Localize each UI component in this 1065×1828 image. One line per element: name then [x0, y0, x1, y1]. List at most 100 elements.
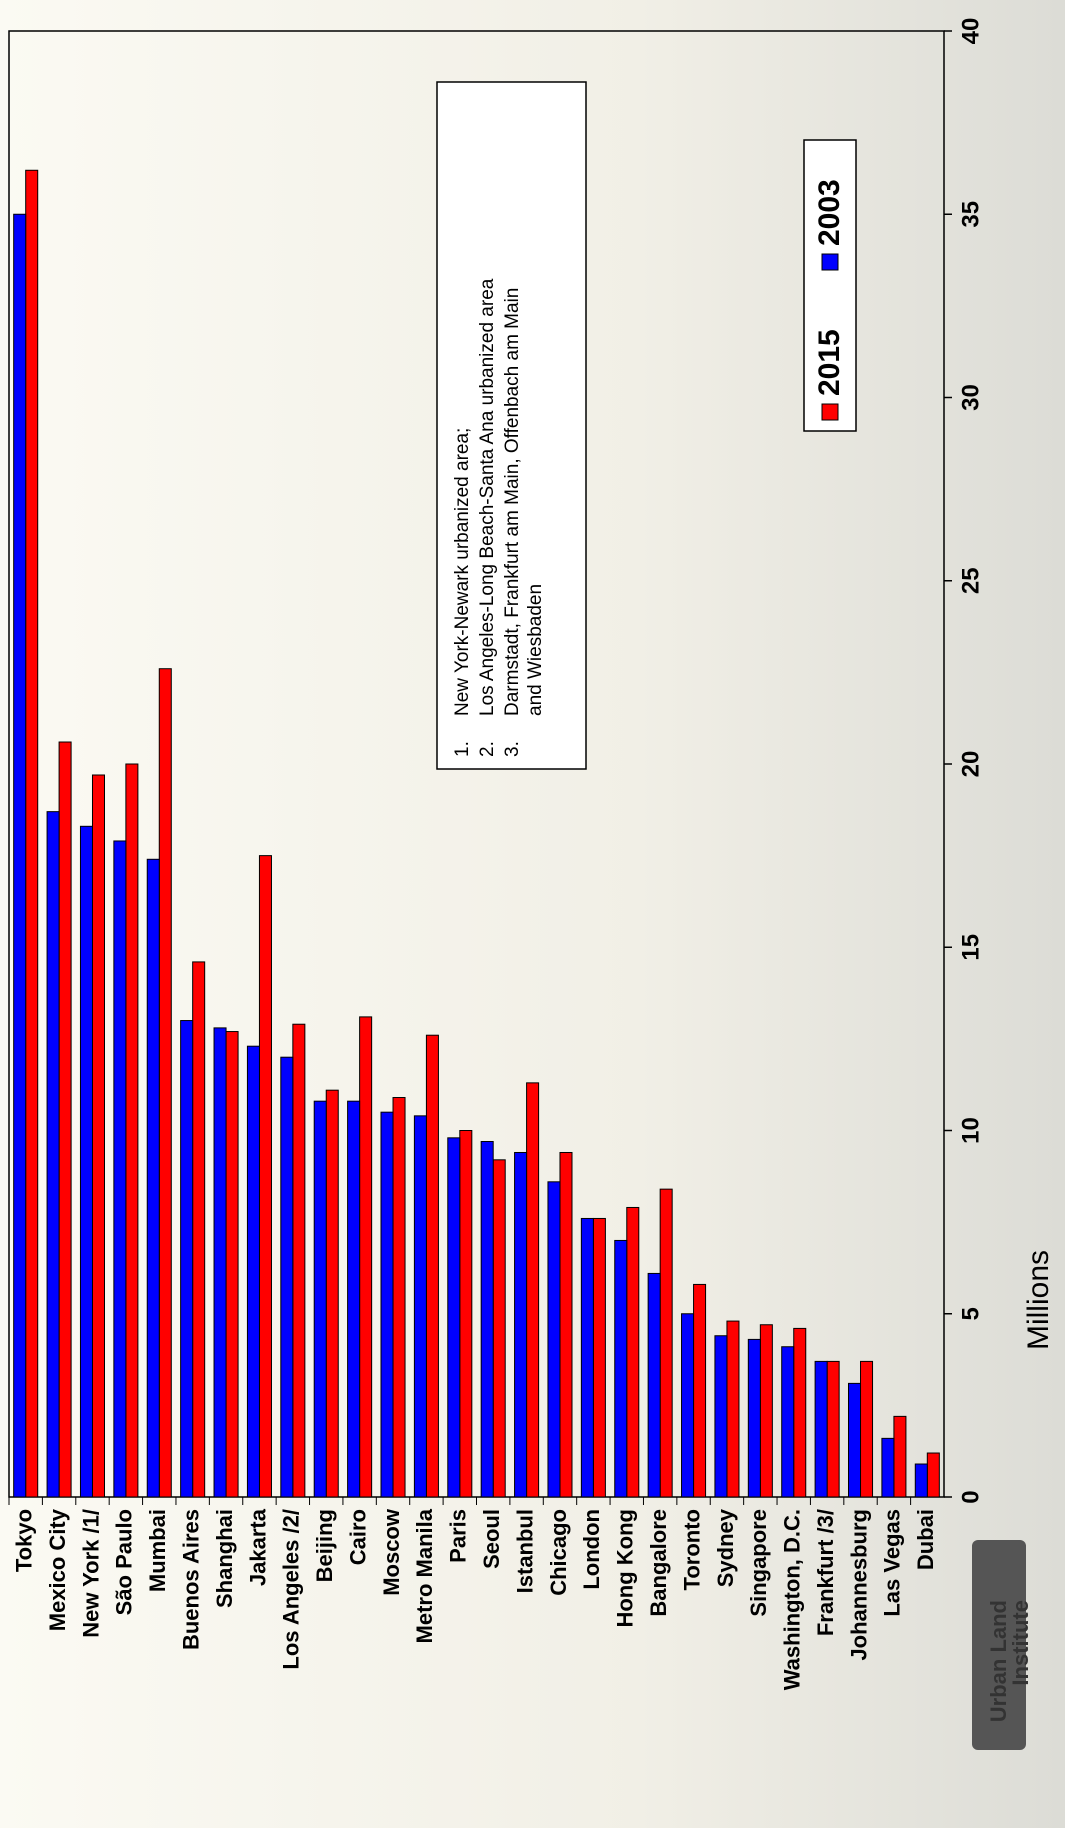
bar: [759, 1324, 773, 1498]
bar: [547, 1181, 561, 1498]
bar: [626, 1206, 640, 1498]
bar: [860, 1360, 874, 1498]
x-tick-label: Hong Kong: [613, 1509, 638, 1628]
x-tick-label: Seoul: [479, 1509, 504, 1569]
bar: [447, 1137, 461, 1498]
bar: [13, 213, 27, 1498]
y-tick-label: 15: [957, 934, 984, 961]
bar: [359, 1016, 373, 1498]
bar: [559, 1151, 573, 1498]
note-text: Los Angeles-Long Beach-Santa Ana urbaniz…: [477, 278, 498, 716]
bar: [914, 1463, 928, 1498]
x-tick-label: Sydney: [713, 1508, 738, 1587]
bar: [225, 1031, 239, 1498]
bar: [580, 1217, 594, 1498]
x-tick-label: São Paulo: [112, 1509, 137, 1615]
y-tick-label: 0: [957, 1490, 984, 1503]
y-tick-label: 40: [957, 18, 984, 45]
bar: [659, 1188, 673, 1498]
bar: [192, 961, 206, 1498]
notes: 1. New York-Newark urbanized area; 2. Los A…: [436, 81, 587, 770]
x-tick-label: Dubai: [913, 1509, 938, 1570]
x-tick-label: Las Vegas: [880, 1509, 905, 1617]
x-tick-label: Mexico City: [45, 1508, 70, 1631]
bar: [280, 1056, 294, 1498]
logo-text: Urban Land: [986, 1600, 1011, 1722]
bar: [647, 1272, 661, 1498]
y-tick-label: 10: [957, 1117, 984, 1144]
bar: [814, 1360, 828, 1498]
x-tick-label: Istanbul: [512, 1509, 537, 1593]
bar: [113, 840, 127, 1498]
x-tick-label: Johannesburg: [846, 1509, 871, 1661]
bar: [79, 825, 93, 1498]
y-tick-label: 5: [957, 1307, 984, 1320]
x-tick-label: Washington, D.C.: [780, 1509, 805, 1690]
note-number: 1.: [452, 741, 473, 757]
bar: [747, 1338, 761, 1498]
bar: [781, 1346, 795, 1498]
bar: [125, 763, 139, 1498]
bar: [726, 1320, 740, 1498]
y-tick-label: 35: [957, 201, 984, 228]
note-text: and Wiesbaden: [525, 584, 546, 716]
x-tick-label: Moscow: [379, 1508, 404, 1596]
bar: [380, 1111, 394, 1498]
x-tick-label: Toronto: [679, 1509, 704, 1590]
bar: [592, 1217, 606, 1498]
x-tick-label: Bangalore: [646, 1509, 671, 1617]
x-tick-label: London: [579, 1509, 604, 1590]
bar: [881, 1437, 895, 1498]
x-tick-label: New York /1/: [78, 1509, 103, 1638]
bar: [347, 1100, 361, 1498]
bar: [146, 858, 160, 1498]
y-tick-label: 30: [957, 384, 984, 411]
x-tick-label: Beijing: [312, 1509, 337, 1582]
x-tick-label: Los Angeles /2/: [279, 1509, 304, 1670]
notes-box: [436, 81, 587, 770]
bar: [459, 1130, 473, 1498]
bar: [681, 1313, 695, 1498]
bar: [492, 1159, 506, 1498]
bar: [514, 1151, 528, 1498]
legend-box: [803, 139, 857, 432]
bar: [246, 1045, 260, 1498]
bar: [413, 1115, 427, 1498]
bar: [793, 1327, 807, 1498]
logo: Urban Land Institute: [972, 1540, 1033, 1750]
bar: [313, 1100, 327, 1498]
x-tick-label: Metro Manila: [412, 1508, 437, 1643]
bar: [526, 1082, 540, 1498]
bar: [614, 1239, 628, 1498]
logo-icon: [972, 1540, 1026, 1750]
x-tick-label: Mumbai: [145, 1509, 170, 1592]
note-text: Darmstadt, Frankfurt am Main, Offenbach …: [502, 288, 523, 716]
legend-swatch: [821, 403, 839, 421]
axis-title: Millions: [1022, 1250, 1055, 1350]
x-tick-label: Singapore: [746, 1509, 771, 1617]
x-tick-label: Tokyo: [12, 1509, 37, 1572]
bar: [213, 1027, 227, 1498]
bar: [926, 1452, 940, 1498]
legend-label: 2015: [813, 329, 846, 396]
bar: [693, 1283, 707, 1498]
legend-label: 2003: [813, 179, 846, 246]
x-tick-label: Frankfurt /3/: [813, 1509, 838, 1636]
bar: [58, 741, 72, 1498]
x-tick-label: Jakarta: [245, 1508, 270, 1586]
bar: [180, 1020, 194, 1498]
bar: [91, 774, 106, 1498]
bar: [258, 855, 272, 1498]
bar: [46, 811, 60, 1498]
x-tick-label: Chicago: [546, 1509, 571, 1596]
bar: [392, 1097, 406, 1498]
bar: [847, 1382, 862, 1498]
x-tick-label: Shanghai: [212, 1509, 237, 1608]
bar: [25, 169, 39, 1498]
bar: [425, 1034, 439, 1498]
x-tick-label: Paris: [446, 1509, 471, 1563]
bar: [893, 1415, 907, 1498]
bar: [480, 1140, 494, 1498]
